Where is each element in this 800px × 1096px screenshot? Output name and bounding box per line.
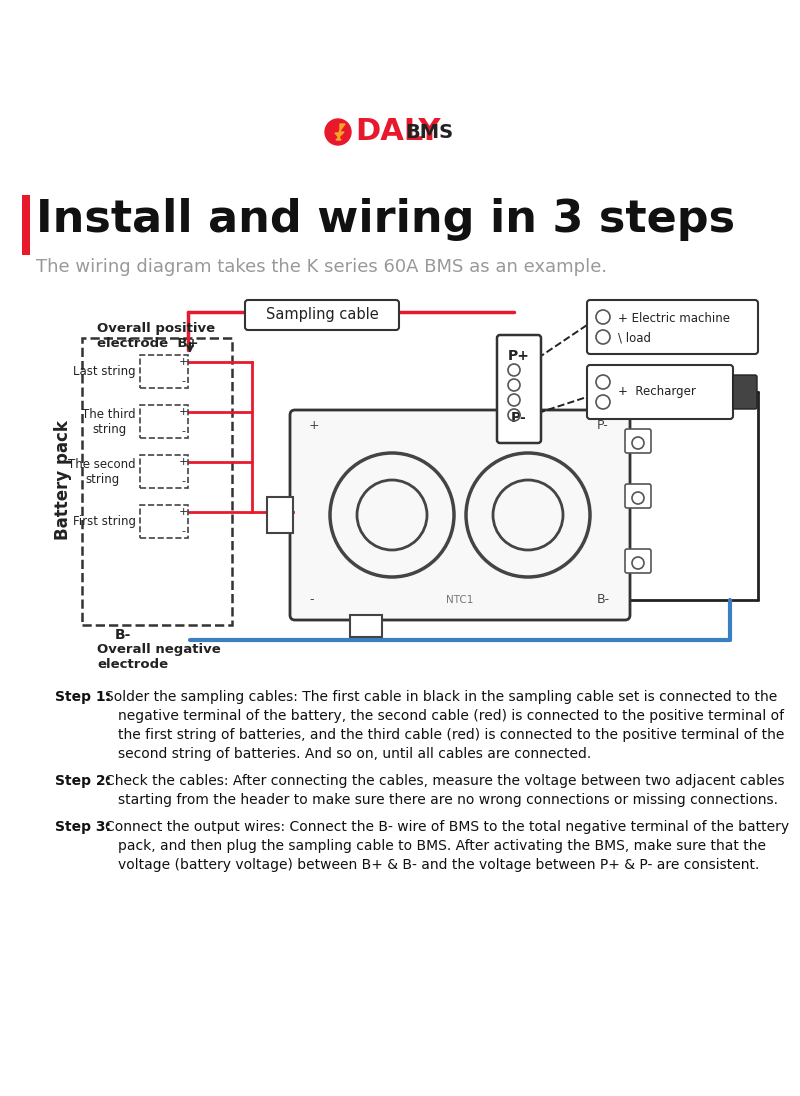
FancyBboxPatch shape (625, 549, 651, 573)
Text: -: - (181, 426, 185, 436)
FancyBboxPatch shape (497, 335, 541, 443)
Text: second string of batteries. And so on, until all cables are connected.: second string of batteries. And so on, u… (118, 747, 591, 761)
Text: Step 2:: Step 2: (55, 774, 111, 788)
Text: +: + (178, 457, 188, 467)
FancyBboxPatch shape (625, 429, 651, 453)
Text: The wiring diagram takes the K series 60A BMS as an example.: The wiring diagram takes the K series 60… (36, 258, 607, 276)
Text: Overall positive
electrode  B+: Overall positive electrode B+ (97, 322, 215, 350)
Text: Battery pack: Battery pack (54, 420, 72, 540)
Text: pack, and then plug the sampling cable to BMS. After activating the BMS, make su: pack, and then plug the sampling cable t… (118, 840, 766, 853)
Text: P+: P+ (508, 349, 530, 363)
Text: +: + (309, 419, 320, 432)
Text: -: - (181, 376, 185, 386)
Text: voltage (battery voltage) between B+ & B- and the voltage between P+ & P- are co: voltage (battery voltage) between B+ & B… (118, 858, 759, 872)
FancyBboxPatch shape (350, 615, 382, 637)
Text: Install and wiring in 3 steps: Install and wiring in 3 steps (36, 198, 735, 241)
Text: +: + (178, 407, 188, 416)
Text: -: - (309, 593, 314, 606)
FancyBboxPatch shape (290, 410, 630, 620)
Text: NTC1: NTC1 (446, 595, 474, 605)
Text: Connect the output wires: Connect the B- wire of BMS to the total negative termi: Connect the output wires: Connect the B-… (105, 820, 789, 834)
FancyBboxPatch shape (245, 300, 399, 330)
Text: B-: B- (115, 628, 131, 642)
Bar (22, 195, 30, 255)
Text: -: - (181, 526, 185, 536)
FancyBboxPatch shape (140, 406, 188, 438)
Text: The second
string: The second string (68, 457, 136, 486)
Text: Check the cables: After connecting the cables, measure the voltage between two a: Check the cables: After connecting the c… (105, 774, 785, 788)
FancyBboxPatch shape (587, 300, 758, 354)
Text: starting from the header to make sure there are no wrong connections or missing : starting from the header to make sure th… (118, 794, 778, 807)
Text: Last string: Last string (74, 365, 136, 378)
FancyBboxPatch shape (267, 496, 293, 533)
Polygon shape (335, 124, 345, 140)
Text: \ load: \ load (618, 331, 651, 344)
FancyBboxPatch shape (140, 355, 188, 388)
Text: P-: P- (511, 411, 527, 425)
Text: negative terminal of the battery, the second cable (red) is connected to the pos: negative terminal of the battery, the se… (118, 709, 784, 723)
Circle shape (325, 119, 351, 145)
Text: First string: First string (73, 515, 136, 528)
Text: + Electric machine: + Electric machine (618, 312, 730, 326)
Text: BMS: BMS (405, 123, 453, 141)
Text: +  Recharger: + Recharger (618, 386, 696, 399)
FancyBboxPatch shape (140, 455, 188, 488)
Text: Step 3:: Step 3: (55, 820, 111, 834)
Text: The third
string: The third string (82, 408, 136, 435)
Text: DALY: DALY (355, 117, 441, 147)
FancyBboxPatch shape (733, 375, 757, 409)
Text: Overall negative
electrode: Overall negative electrode (97, 643, 221, 671)
FancyBboxPatch shape (587, 365, 733, 419)
Text: +: + (178, 507, 188, 517)
Text: -: - (181, 476, 185, 486)
Text: +: + (178, 357, 188, 367)
Text: the first string of batteries, and the third cable (red) is connected to the pos: the first string of batteries, and the t… (118, 728, 784, 742)
Text: Sampling cable: Sampling cable (266, 308, 378, 322)
Text: Solder the sampling cables: The first cable in black in the sampling cable set i: Solder the sampling cables: The first ca… (105, 690, 778, 704)
Text: B-: B- (597, 593, 610, 606)
Text: P-: P- (597, 419, 609, 432)
FancyBboxPatch shape (140, 505, 188, 538)
Text: Step 1:: Step 1: (55, 690, 111, 704)
FancyBboxPatch shape (625, 484, 651, 509)
